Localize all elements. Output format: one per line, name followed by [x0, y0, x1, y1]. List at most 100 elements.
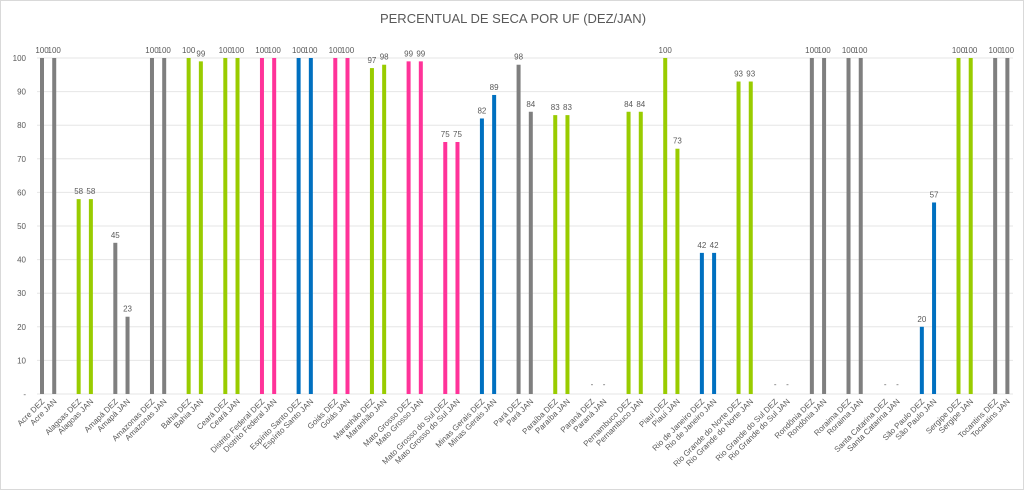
bar: [76, 199, 81, 394]
data-label: -: [786, 380, 789, 389]
data-label: 83: [551, 103, 560, 112]
y-tick-label: 10: [17, 356, 26, 365]
bar: [113, 242, 118, 394]
data-label: 100: [817, 46, 831, 55]
bar: [162, 58, 167, 394]
bar: [638, 111, 643, 394]
data-label: 99: [404, 49, 413, 58]
bar: [736, 81, 741, 395]
bar: [809, 58, 814, 394]
data-label: 89: [490, 83, 499, 92]
data-label: 100: [48, 46, 62, 55]
data-label: 42: [710, 241, 719, 250]
data-label: -: [774, 380, 777, 389]
y-tick-label: 40: [17, 256, 26, 265]
y-axis: - 10 20 30 40 50 60 70 80 90 100: [13, 54, 27, 399]
data-label: 82: [477, 106, 486, 115]
bar: [479, 118, 484, 394]
data-label: 20: [917, 315, 926, 324]
bar: [369, 68, 374, 394]
data-label: 100: [1001, 46, 1015, 55]
bar: [968, 58, 973, 394]
data-label: 100: [145, 46, 159, 55]
data-label: 57: [930, 190, 939, 199]
y-tick-label: -: [23, 390, 26, 399]
data-label: 100: [341, 46, 355, 55]
y-tick-label: 100: [13, 54, 27, 63]
bar: [235, 58, 240, 394]
data-label: 93: [746, 70, 755, 79]
data-label: 97: [367, 56, 376, 65]
bar: [345, 58, 350, 394]
bar: [198, 61, 203, 395]
bar: [993, 58, 998, 394]
bar: [308, 58, 313, 394]
bar: [663, 58, 668, 394]
data-label: 75: [441, 130, 450, 139]
data-label: 100: [219, 46, 233, 55]
data-label: 100: [255, 46, 269, 55]
data-label: 84: [636, 100, 645, 109]
bar: [858, 58, 863, 394]
data-label: 100: [805, 46, 819, 55]
bar: [516, 64, 521, 394]
bar: [492, 94, 497, 395]
bar: [125, 316, 130, 394]
bar: [846, 58, 851, 394]
data-label: 93: [734, 70, 743, 79]
bar: [223, 58, 228, 394]
bar: [956, 58, 961, 394]
bar: [626, 111, 631, 394]
y-tick-label: 50: [17, 222, 26, 231]
data-label: 84: [624, 100, 633, 109]
y-tick-label: 60: [17, 188, 26, 197]
data-label: -: [896, 380, 899, 389]
data-label: 100: [988, 46, 1002, 55]
data-label: 100: [659, 46, 673, 55]
y-tick-label: 20: [17, 323, 26, 332]
data-label: 100: [329, 46, 343, 55]
bar: [455, 142, 460, 394]
bar: [272, 58, 277, 394]
data-label: -: [591, 380, 594, 389]
bar: [932, 202, 937, 394]
data-label: 100: [182, 46, 196, 55]
y-tick-label: 70: [17, 155, 26, 164]
data-label: 100: [35, 46, 49, 55]
data-label: 99: [416, 49, 425, 58]
y-tick-label: 90: [17, 88, 26, 97]
data-label: 58: [74, 187, 83, 196]
bar: [149, 58, 154, 394]
bar: [565, 115, 570, 395]
bars: [40, 58, 1010, 395]
data-label: 45: [111, 231, 120, 240]
data-label: 75: [453, 130, 462, 139]
bar: [186, 58, 191, 394]
data-label: 100: [952, 46, 966, 55]
data-label: 100: [292, 46, 306, 55]
bar: [418, 61, 423, 395]
data-label: 100: [304, 46, 318, 55]
data-label: 42: [697, 241, 706, 250]
data-label: 73: [673, 137, 682, 146]
bar: [406, 61, 411, 395]
bar: [675, 148, 680, 394]
bar: [88, 199, 93, 394]
bar: [822, 58, 827, 394]
data-label: 100: [842, 46, 856, 55]
y-tick-label: 80: [17, 121, 26, 130]
bar: [1005, 58, 1010, 394]
data-label: 84: [526, 100, 535, 109]
bar: [382, 64, 387, 394]
data-label: 58: [86, 187, 95, 196]
data-label: 99: [196, 49, 205, 58]
bar: [333, 58, 338, 394]
data-label: 100: [158, 46, 172, 55]
bar: [919, 326, 924, 394]
bar: [259, 58, 264, 394]
bar: [296, 58, 301, 394]
data-label: 100: [268, 46, 282, 55]
